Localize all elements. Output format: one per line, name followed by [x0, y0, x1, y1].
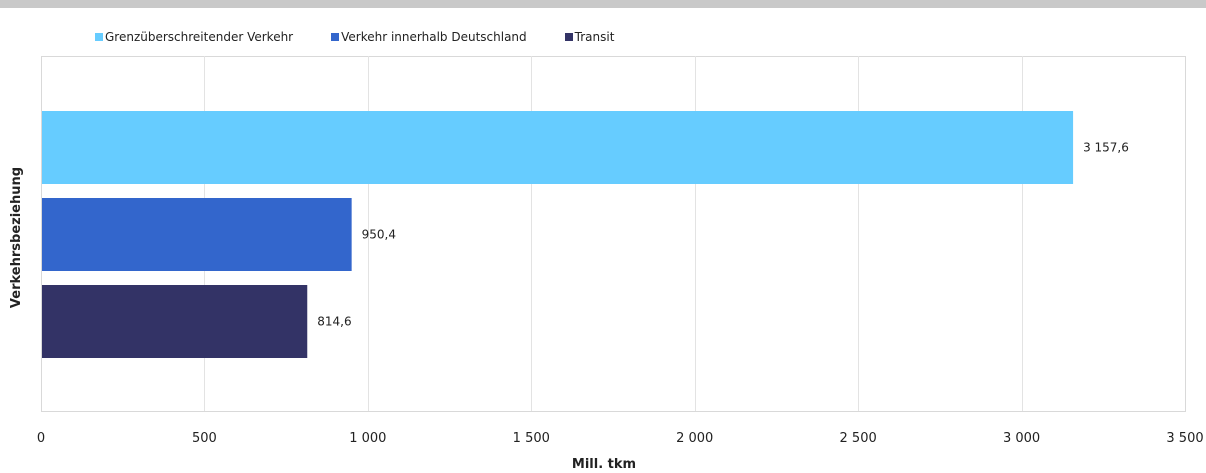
x-tick-label: 2 500 — [840, 431, 877, 446]
legend-item-transit: Transit — [564, 30, 615, 44]
legend-label-transit: Transit — [574, 30, 615, 44]
x-tick-label: 1 000 — [349, 431, 386, 446]
legend-item-grenzueberschreitend: Grenzüberschreitender Verkehr — [95, 30, 293, 44]
value-label-innerhalb: 950,4 — [362, 228, 396, 242]
legend-label-innerhalb: Verkehr innerhalb Deutschland — [341, 30, 527, 44]
legend-swatch-innerhalb — [331, 33, 340, 41]
x-tick-label: 1 500 — [513, 431, 550, 446]
x-tick-label: 3 500 — [1166, 431, 1203, 446]
x-tick-label: 0 — [37, 431, 45, 446]
x-tick-label: 3 000 — [1003, 431, 1040, 446]
bar-transit — [42, 285, 308, 358]
x-tick-label: 2 000 — [676, 431, 713, 446]
bars — [42, 111, 1074, 358]
x-tick-labels: 0 500 1 000 1 500 2 000 2 500 3 000 3 500 — [37, 431, 1204, 446]
y-axis-title: Verkehrsbeziehung — [9, 167, 24, 308]
bar-grenzueberschreitend — [42, 111, 1074, 184]
legend-swatch-grenzueberschreitend — [95, 33, 103, 41]
value-labels: 3 157,6 950,4 814,6 — [317, 141, 1129, 329]
header-strip — [0, 0, 1206, 8]
x-tick-label: 500 — [192, 431, 217, 446]
x-axis-title: Mill. tkm — [572, 457, 636, 472]
legend: Grenzüberschreitender Verkehr Verkehr in… — [95, 29, 652, 45]
legend-label-grenzueberschreitend: Grenzüberschreitender Verkehr — [105, 30, 294, 44]
bar-innerhalb — [42, 198, 352, 271]
value-label-transit: 814,6 — [317, 315, 351, 329]
legend-swatch-transit — [564, 33, 573, 41]
value-label-grenzueberschreitend: 3 157,6 — [1083, 141, 1129, 155]
legend-item-innerhalb: Verkehr innerhalb Deutschland — [331, 30, 527, 44]
